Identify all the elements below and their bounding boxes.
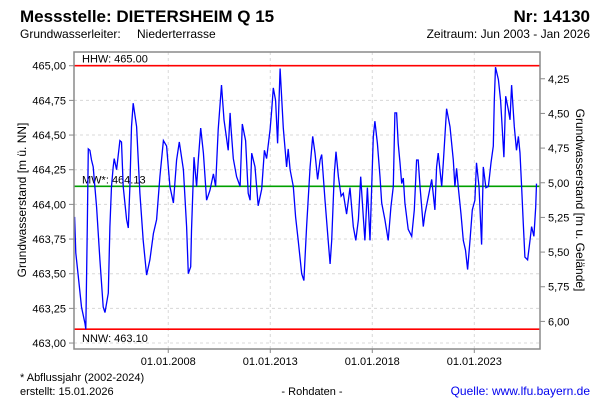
- y-right-tick-label: 5,75: [548, 282, 569, 294]
- series-line-groundwater-level: [73, 66, 538, 330]
- y-tick-label: 464,75: [32, 95, 66, 107]
- y-right-tick-label: 4,75: [548, 143, 569, 155]
- grid-lines: [74, 52, 540, 349]
- y-axis-title-left: Grundwasserstand [m ü. NN]: [15, 123, 29, 278]
- period-label: Zeitraum: Jun 2003 - Jan 2026: [427, 27, 591, 41]
- y-tick-label: 463,75: [32, 234, 66, 246]
- y-right-tick-label: 4,25: [548, 74, 569, 86]
- footnote: * Abflussjahr (2002-2024): [20, 372, 144, 384]
- plot-frame: [73, 51, 541, 350]
- y-axis-left: 463,00 463,25 463,50 463,75 464,00 464,25 464,…: [32, 61, 74, 350]
- y-axis-right: 4,25 4,50 4,75 5,00 5,25 5,50 5,75 6,00: [540, 74, 569, 328]
- x-axis: 01.01.2008 01.01.2013 01.01.2018 01.01.2023: [141, 349, 502, 368]
- y-right-tick-label: 5,00: [548, 178, 569, 190]
- y-right-tick-label: 4,50: [548, 108, 569, 120]
- reference-label-mw: MW*: 464.13: [82, 174, 146, 186]
- x-tick-label: 01.01.2008: [141, 356, 196, 368]
- y-tick-label: 464,50: [32, 130, 66, 142]
- series-layer: [73, 66, 538, 330]
- y-tick-label: 464,25: [32, 165, 66, 177]
- y-tick-label: 465,00: [32, 61, 66, 73]
- y-right-tick-label: 5,50: [548, 247, 569, 259]
- reference-label-hhw: HHW: 465.00: [82, 54, 148, 66]
- y-tick-label: 463,25: [32, 303, 66, 315]
- y-tick-label: 463,50: [32, 269, 66, 281]
- source-link[interactable]: Quelle: www.lfu.bayern.de: [451, 384, 591, 398]
- aquifer-value: Niederterrasse: [137, 27, 216, 41]
- y-axis-title-right: Grundwasserstand [m u. Gelände]: [573, 109, 587, 292]
- reference-lines: HHW: 465.00 MW*: 464.13 NNW: 463.10: [74, 54, 540, 345]
- station-title: Messstelle: DIETERSHEIM Q 15: [20, 7, 274, 26]
- y-tick-label: 464,00: [32, 199, 66, 211]
- reference-label-nnw: NNW: 463.10: [82, 333, 148, 345]
- data-status: - Rohdaten -: [281, 386, 342, 398]
- x-tick-label: 01.01.2013: [243, 356, 298, 368]
- x-tick-label: 01.01.2018: [345, 356, 400, 368]
- x-tick-label: 01.01.2023: [447, 356, 502, 368]
- y-right-tick-label: 6,00: [548, 316, 569, 328]
- station-number: Nr: 14130: [513, 7, 590, 26]
- created-date: erstellt: 15.01.2026: [20, 386, 114, 398]
- aquifer-label: Grundwasserleiter:: [20, 27, 121, 41]
- y-right-tick-label: 5,25: [548, 212, 569, 224]
- y-tick-label: 463,00: [32, 338, 66, 350]
